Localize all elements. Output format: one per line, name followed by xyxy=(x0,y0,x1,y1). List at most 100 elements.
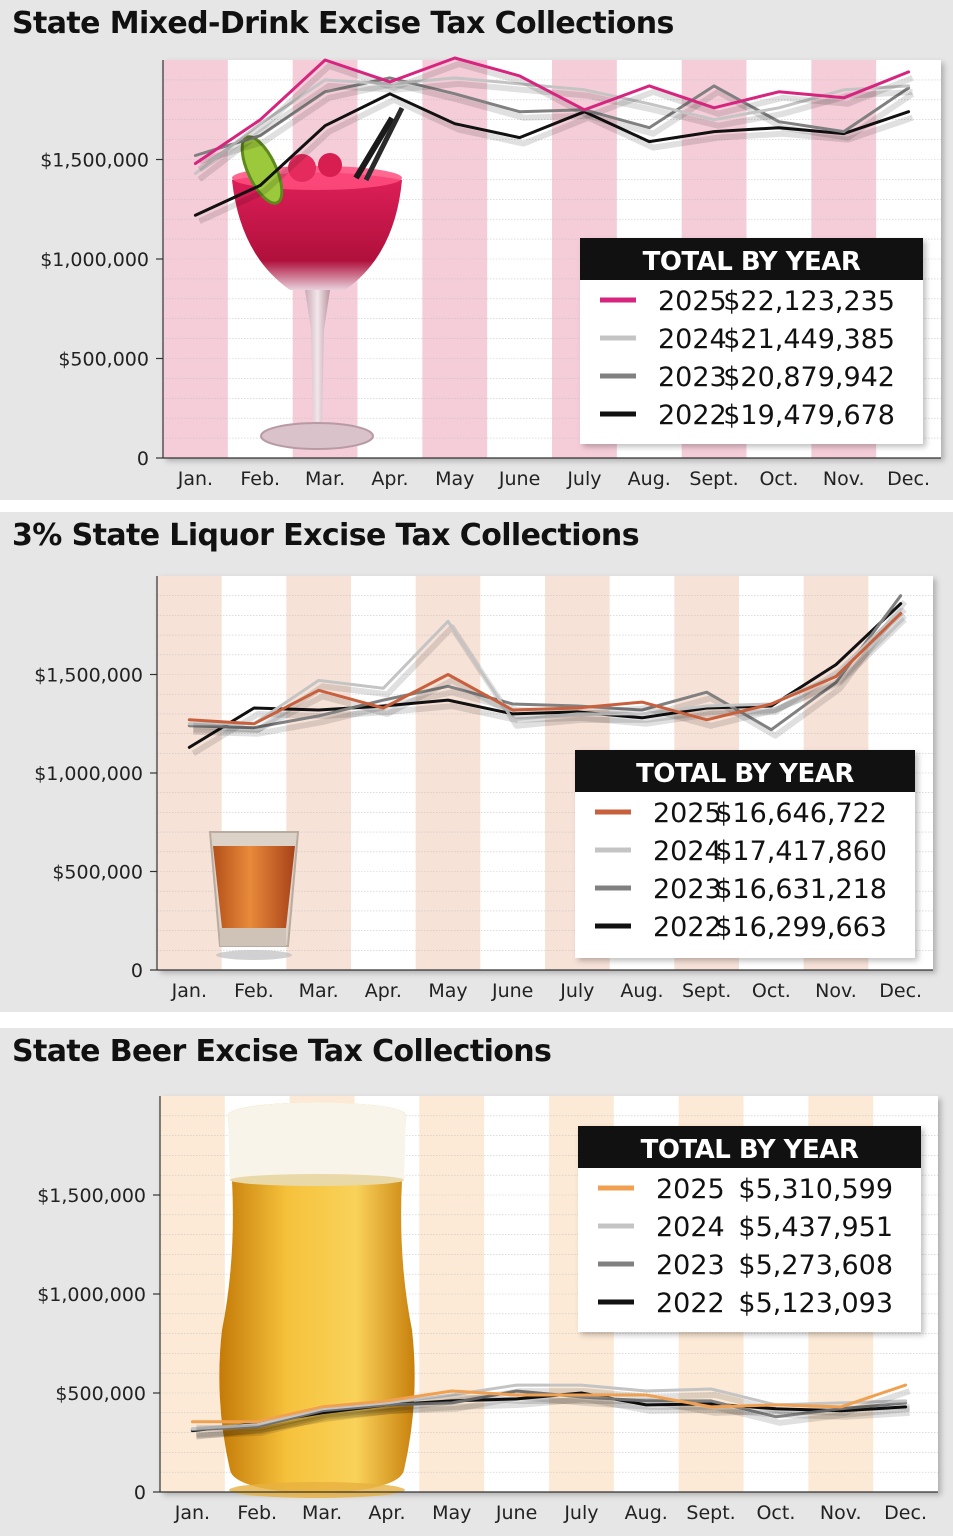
x-tick-label: July xyxy=(563,1502,598,1524)
mixed-drink-panel: State Mixed-Drink Excise Tax Collections… xyxy=(0,0,953,500)
x-tick-label: Apr. xyxy=(371,468,408,490)
y-tick-label: 0 xyxy=(137,448,149,470)
legend-total: $21,449,385 xyxy=(723,324,895,355)
x-tick-label: Oct. xyxy=(759,468,798,490)
x-tick-label: June xyxy=(498,468,540,490)
series-shadow xyxy=(197,80,913,182)
beer-panel: State Beer Excise Tax Collections 0 $500,… xyxy=(0,1028,953,1536)
legend-title: TOTAL BY YEAR xyxy=(641,1135,859,1165)
x-tick-label: Sept. xyxy=(689,468,738,490)
series-shadow xyxy=(197,61,914,172)
straw xyxy=(353,116,395,180)
x-tick-label: Oct. xyxy=(752,980,791,1002)
x-tick-label: Apr. xyxy=(368,1502,405,1524)
x-tick-label: Apr. xyxy=(365,980,402,1002)
legend-total: $5,437,951 xyxy=(738,1212,893,1243)
legend-header xyxy=(575,750,915,792)
liquor-panel: 3% State Liquor Excise Tax Collections 0… xyxy=(0,512,953,1012)
series-line-2023 xyxy=(187,594,903,732)
beer-glass-illustration xyxy=(219,1102,415,1498)
x-tick-label: Mar. xyxy=(302,1502,342,1524)
legend-title: TOTAL BY YEAR xyxy=(643,247,861,277)
x-tick-label: Aug. xyxy=(625,1502,668,1524)
x-tick-label: Nov. xyxy=(815,980,857,1002)
y-tick-label: $1,000,000 xyxy=(34,763,143,785)
series-line-2025 xyxy=(187,611,903,726)
legend-total: $16,631,218 xyxy=(715,874,887,905)
panel-title: State Mixed-Drink Excise Tax Collections xyxy=(12,6,674,41)
x-tick-label: Dec. xyxy=(884,1502,927,1524)
x-tick-label: Jan. xyxy=(177,468,213,490)
x-tick-label: Jan. xyxy=(174,1502,210,1524)
y-tick-label: $1,000,000 xyxy=(40,249,149,271)
series-shadow xyxy=(193,617,907,733)
illustration-layer xyxy=(208,831,300,960)
legend-header xyxy=(580,238,923,280)
x-tick-label: June xyxy=(491,980,533,1002)
glass-base xyxy=(220,928,286,946)
y-tick-label: $500,000 xyxy=(58,349,149,371)
legend-header xyxy=(578,1126,921,1168)
x-tick-label: June xyxy=(495,1502,537,1524)
strawberry xyxy=(318,153,342,177)
panel-title: 3% State Liquor Excise Tax Collections xyxy=(12,518,640,553)
lime-slice xyxy=(240,135,284,205)
foam-edge xyxy=(230,1174,404,1186)
y-tick-label: 0 xyxy=(134,1482,146,1504)
legend-total: $17,417,860 xyxy=(715,836,887,867)
strawberry xyxy=(288,154,316,182)
y-tick-label: $1,500,000 xyxy=(34,665,143,687)
legend-year: 2024 xyxy=(658,324,727,355)
y-tick-label: $500,000 xyxy=(52,862,143,884)
legend-year: 2024 xyxy=(656,1212,725,1243)
legend-year: 2022 xyxy=(658,400,727,431)
illustration-layer xyxy=(219,1102,415,1498)
x-tick-label: Sept. xyxy=(682,980,731,1002)
legend-total: $5,123,093 xyxy=(738,1288,893,1319)
y-tick-label: $500,000 xyxy=(55,1383,146,1405)
series-shadow xyxy=(196,1394,910,1439)
legend-year: 2025 xyxy=(656,1174,725,1205)
x-tick-label: Mar. xyxy=(299,980,339,1002)
legend-total: $5,310,599 xyxy=(738,1174,893,1205)
x-tick-label: May xyxy=(435,468,474,490)
x-tick-label: Aug. xyxy=(628,468,671,490)
legend-title: TOTAL BY YEAR xyxy=(636,759,854,789)
series-line-2025 xyxy=(190,1383,908,1424)
x-tick-label: Nov. xyxy=(820,1502,862,1524)
beer-liquid xyxy=(219,1102,415,1494)
x-tick-label: Mar. xyxy=(305,468,345,490)
series-shadow xyxy=(196,1388,910,1438)
mixed-drink-chart: 0 $500,000 $1,000,000 $1,500,000 Jan. Feb. Mar… xyxy=(40,56,941,490)
x-tick-label: Dec. xyxy=(887,468,930,490)
series-line-2023 xyxy=(193,76,911,157)
legend-total: $19,479,678 xyxy=(723,400,895,431)
glass-stem xyxy=(305,290,330,425)
legend-year: 2022 xyxy=(656,1288,725,1319)
legend-year: 2025 xyxy=(658,286,727,317)
x-tick-label: Dec. xyxy=(879,980,922,1002)
legend-total: $5,273,608 xyxy=(738,1250,893,1281)
legend-total: $20,879,942 xyxy=(723,362,895,393)
x-tick-label: Oct. xyxy=(756,1502,795,1524)
panel-title: State Beer Excise Tax Collections xyxy=(12,1034,552,1069)
beer-chart: 0 $500,000 $1,000,000 $1,500,000 Jan. Feb. Mar… xyxy=(37,1096,938,1524)
shadow xyxy=(216,950,292,960)
straw xyxy=(363,106,405,182)
month-band xyxy=(157,576,222,970)
series-line-2022 xyxy=(193,92,911,217)
x-tick-label: Jan. xyxy=(171,980,207,1002)
x-tick-label: Nov. xyxy=(823,468,865,490)
x-tick-label: Sept. xyxy=(686,1502,735,1524)
legend-year: 2025 xyxy=(653,798,722,829)
y-tick-label: $1,000,000 xyxy=(37,1284,146,1306)
x-tick-label: July xyxy=(566,468,601,490)
series-shadow xyxy=(198,96,914,224)
legend-total: $16,646,722 xyxy=(715,798,887,829)
liquor-chart: 0 $500,000 $1,000,000 $1,500,000 Jan. Feb. Mar… xyxy=(34,576,933,1002)
beer-foam xyxy=(228,1102,406,1180)
x-tick-label: May xyxy=(432,1502,471,1524)
legend-year: 2024 xyxy=(653,836,722,867)
y-tick-label: 0 xyxy=(131,960,143,982)
series-line-2025 xyxy=(193,56,911,165)
